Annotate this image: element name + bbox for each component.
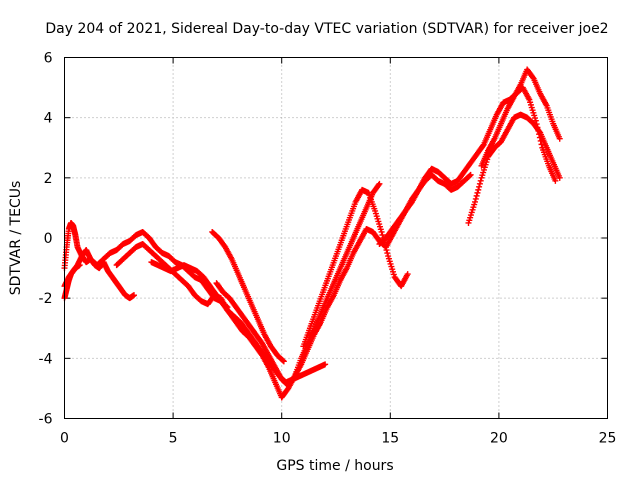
data-point (382, 244, 389, 251)
data-point (476, 180, 483, 187)
series-arc-h (300, 186, 411, 350)
data-point (556, 135, 563, 142)
series-arc-i (376, 84, 559, 248)
data-point (384, 250, 391, 257)
data-point (475, 186, 482, 193)
data-point (474, 189, 481, 196)
y-tick-label: 2 (44, 171, 53, 187)
series-arc-k (478, 66, 563, 169)
data-point (529, 74, 536, 81)
data-point (536, 128, 543, 135)
data-point (131, 292, 138, 299)
series-arc-d (113, 241, 329, 386)
data-point (472, 195, 479, 202)
x-tick-label: 10 (273, 431, 291, 447)
data-point (476, 183, 483, 190)
data-points (61, 66, 563, 401)
data-point (383, 247, 390, 254)
series-arc-c (61, 262, 83, 302)
series-arc-j (465, 111, 563, 226)
y-tick-label: -2 (39, 291, 53, 307)
data-point (280, 358, 287, 365)
x-tick-labels: 0 5 10 15 20 25 (60, 431, 616, 447)
data-point (479, 142, 486, 149)
data-point (375, 181, 382, 188)
data-point (376, 180, 383, 187)
y-axis-label: SDTVAR / TECUs (8, 181, 24, 296)
x-tick-label: 25 (599, 431, 617, 447)
series-arc-e (148, 180, 383, 401)
axis-ticks (64, 57, 608, 419)
x-axis-label: GPS time / hours (276, 458, 393, 474)
data-point (556, 174, 563, 181)
x-tick-label: 0 (60, 431, 69, 447)
chart-title: Day 204 of 2021, Sidereal Day-to-day VTE… (45, 21, 608, 37)
data-point (477, 177, 484, 184)
data-point (404, 271, 411, 278)
x-tick-label: 5 (169, 431, 178, 447)
grid (64, 57, 608, 419)
y-tick-label: -4 (39, 351, 53, 367)
y-tick-label: 4 (44, 111, 53, 127)
y-tick-label: -6 (39, 412, 53, 428)
series-arc-f (213, 171, 474, 389)
y-tick-label: 0 (44, 231, 53, 247)
y-tick-label: 6 (44, 51, 53, 67)
plot-frame (64, 57, 608, 419)
data-point (466, 172, 473, 179)
data-point (76, 262, 83, 269)
x-tick-label: 15 (381, 431, 399, 447)
data-point (473, 192, 480, 199)
data-point (280, 357, 287, 364)
data-point (552, 177, 559, 184)
data-point (379, 231, 386, 238)
y-tick-labels: -6 -4 -2 0 2 4 6 (39, 51, 53, 428)
data-point (378, 228, 385, 235)
data-point (322, 361, 329, 368)
series-arc-a (61, 219, 231, 311)
x-tick-label: 20 (490, 431, 508, 447)
series-arc-g (209, 228, 287, 365)
data-point (467, 171, 474, 178)
data-point (472, 198, 479, 205)
